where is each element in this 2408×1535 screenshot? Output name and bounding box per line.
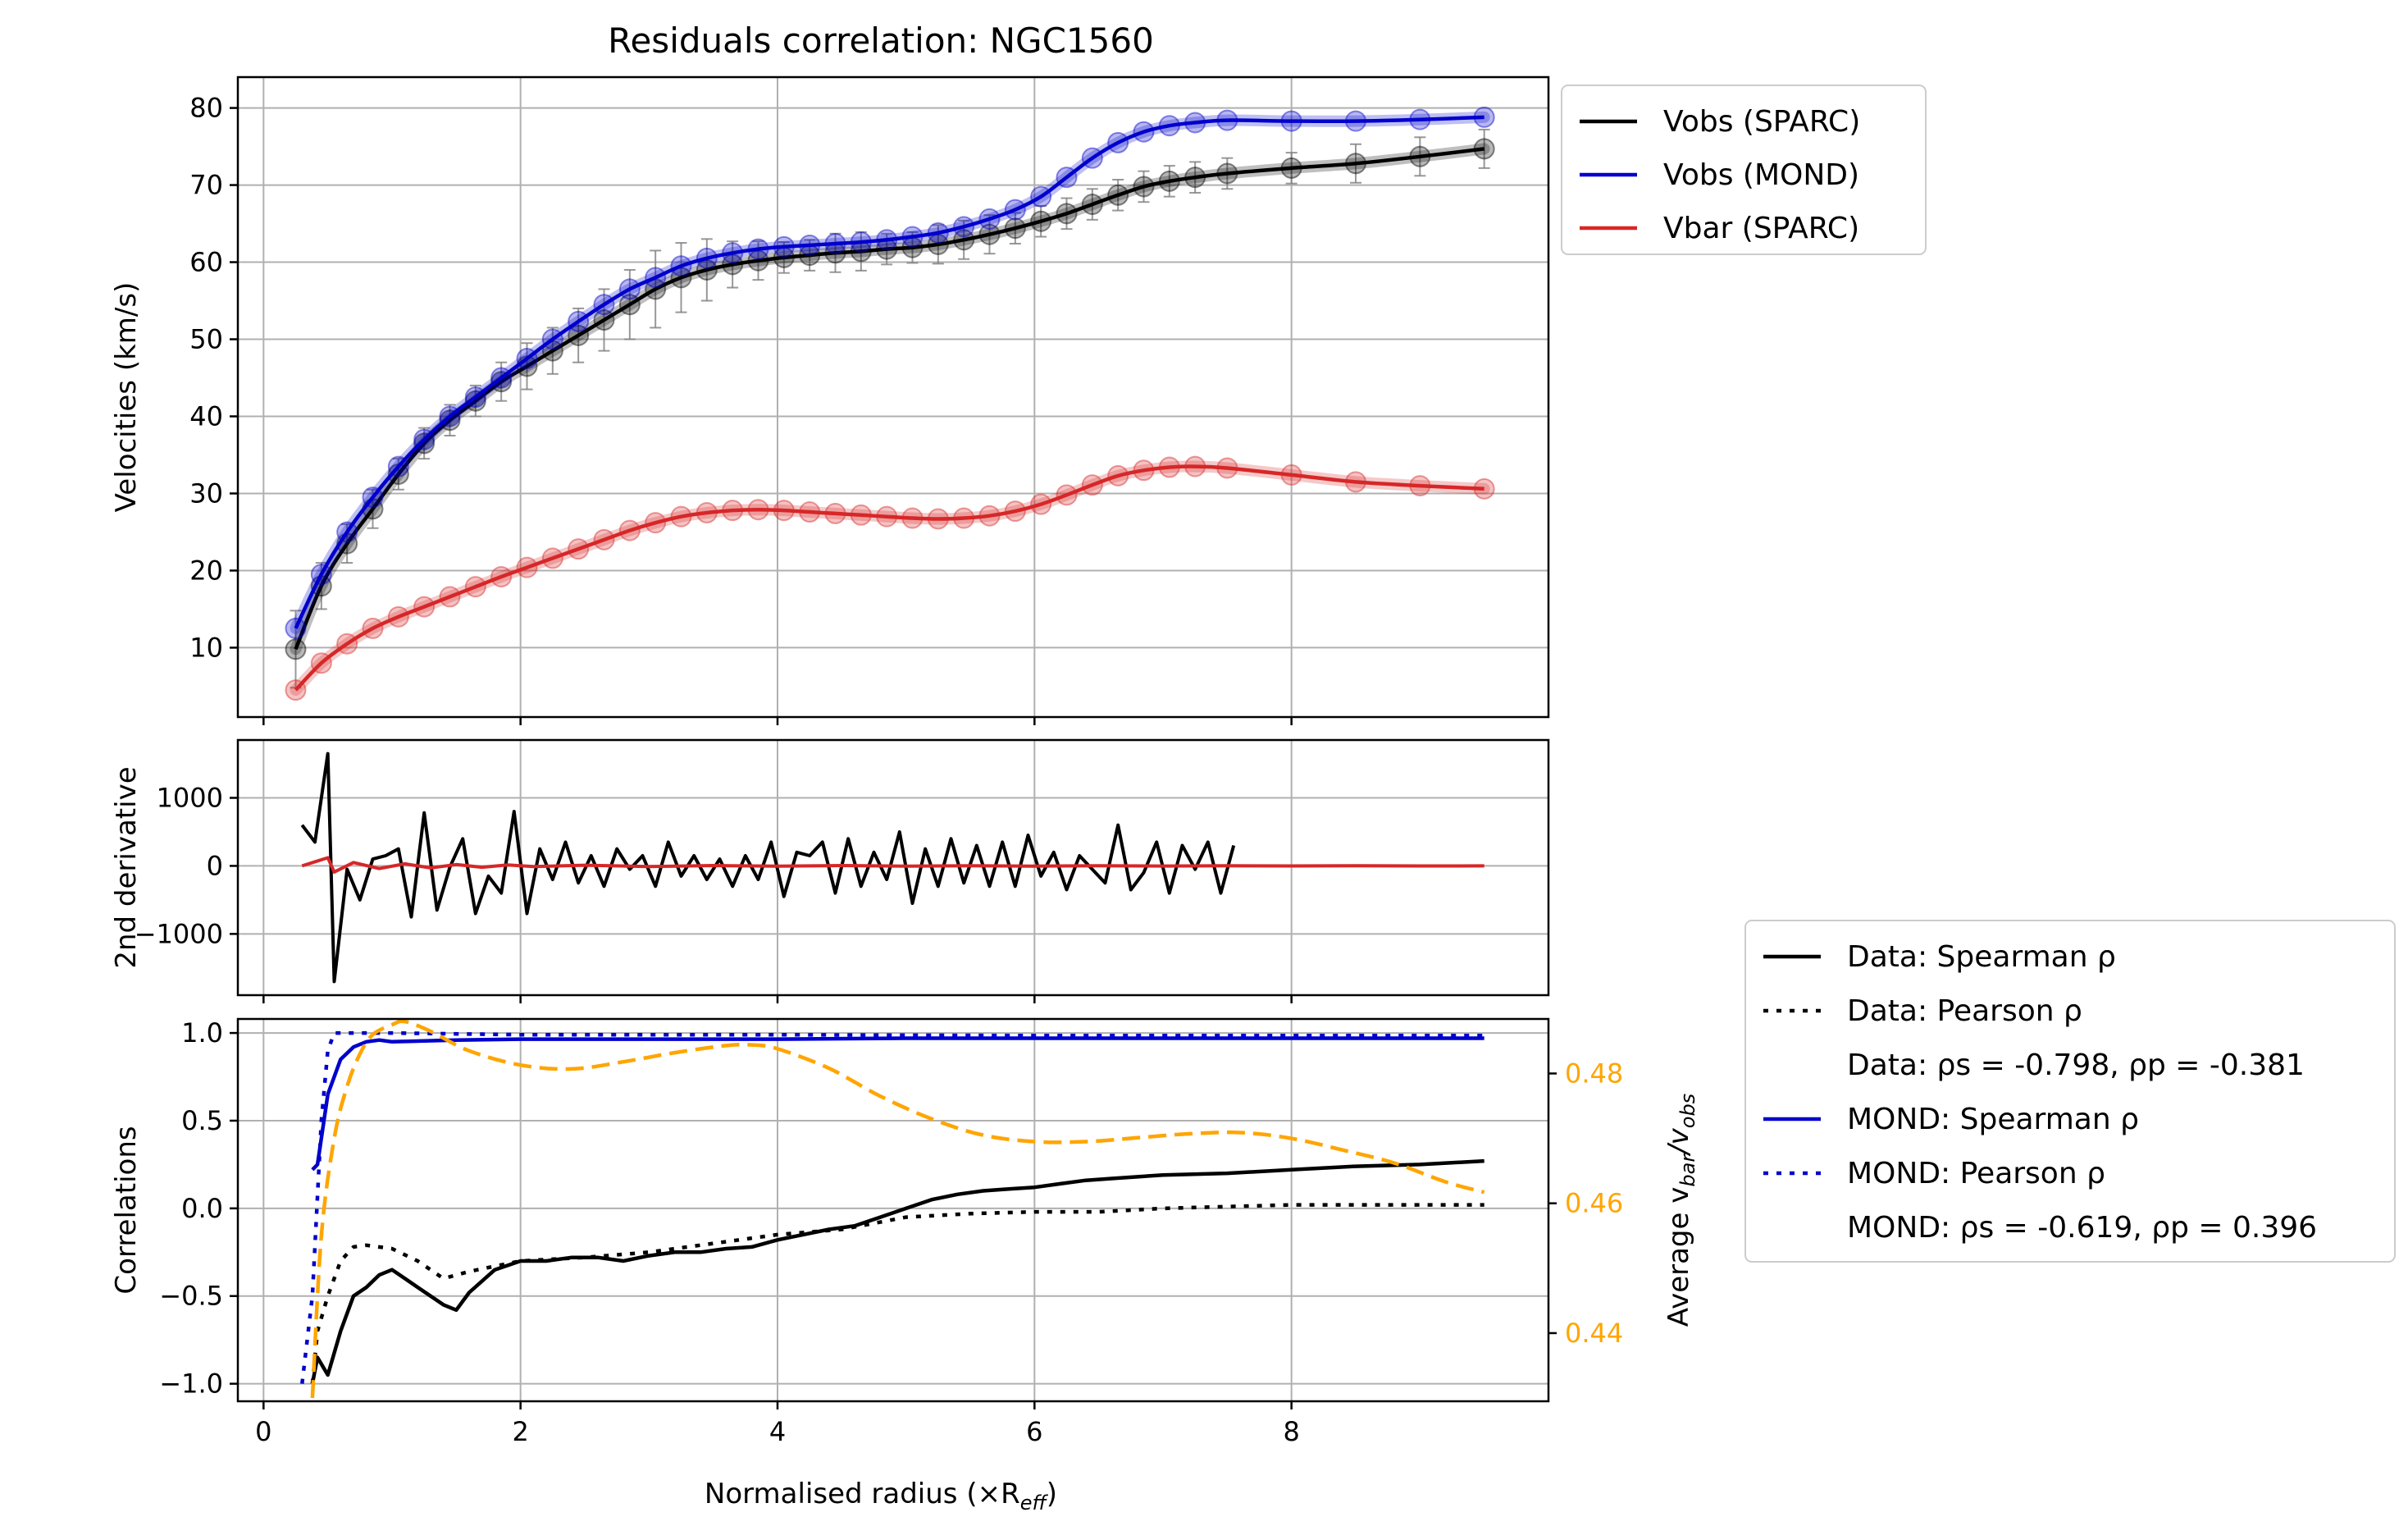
series-line xyxy=(294,147,1484,651)
x-tick-label: 6 xyxy=(1026,1416,1042,1447)
data-point xyxy=(285,638,307,660)
y-tick-label: −1.0 xyxy=(159,1368,223,1400)
plot-frame xyxy=(236,1017,1550,1403)
legend-box xyxy=(1561,85,1927,255)
legend-velocities: Vobs (SPARC) Vobs (MOND) Vbar (SPARC) xyxy=(1561,85,1927,255)
x-tick-label: 8 xyxy=(1283,1416,1299,1447)
y-tick-label: 30 xyxy=(189,477,223,509)
y2-tick-label: 0.48 xyxy=(1565,1058,1623,1089)
y-tick-label: 10 xyxy=(189,632,223,663)
vbar-second-derivative-line xyxy=(301,856,1484,874)
series-line xyxy=(294,115,1484,629)
y2-tick-label: 0.46 xyxy=(1565,1188,1623,1219)
series-line xyxy=(294,464,1484,692)
legend-entry: Data: Pearson ρ xyxy=(1847,994,2082,1028)
legend-entry: Data: Spearman ρ xyxy=(1847,940,2116,974)
y-tick-label: −1000 xyxy=(135,918,223,949)
series-band xyxy=(290,111,1490,634)
x-tick-label: 0 xyxy=(255,1416,271,1447)
velocities-panel: 10 20 30 40 50 60 70 80 Velocities (km/s) xyxy=(110,75,1550,725)
y-tick-label: 0.5 xyxy=(181,1105,223,1136)
correlation-lines xyxy=(300,1019,1485,1399)
legend-entry: Data: ρs = -0.798, ρp = -0.381 xyxy=(1847,1048,2305,1082)
legend-entry: Vbar (SPARC) xyxy=(1663,212,1859,245)
x-axis-label-main: Normalised radius (×R xyxy=(705,1478,1020,1510)
y-tick-label: 50 xyxy=(189,324,223,355)
y-tick-label: 1.0 xyxy=(181,1017,223,1048)
legend-entry: MOND: Pearson ρ xyxy=(1847,1157,2105,1190)
data-second-derivative-line xyxy=(300,752,1236,984)
mond-spearman-line xyxy=(311,1036,1484,1172)
x-axis-label-end: ) xyxy=(1047,1478,1057,1510)
y-axis-label: Correlations xyxy=(110,1126,143,1294)
x-axis-label-sub: eff xyxy=(1020,1492,1049,1514)
y-tick-label: 80 xyxy=(189,93,223,124)
legend-entry: MOND: Spearman ρ xyxy=(1847,1103,2139,1136)
y2-axis-label-part: /v xyxy=(1662,1127,1695,1156)
legend-correlations: Data: Spearman ρ Data: Pearson ρ Data: ρs … xyxy=(1744,920,2396,1263)
y-tick-label: −0.5 xyxy=(159,1281,223,1312)
y-tick-label: 60 xyxy=(189,247,223,278)
y-tick-label: 40 xyxy=(189,400,223,432)
legend-entry: Vobs (MOND) xyxy=(1663,158,1859,192)
chart-title: Residuals correlation: NGC1560 xyxy=(608,21,1154,61)
y-tick-label: 0.0 xyxy=(181,1193,223,1224)
x-tick-label: 4 xyxy=(769,1416,786,1447)
plot-frame xyxy=(236,75,1550,719)
legend-box xyxy=(1744,920,2396,1263)
legend-entry: MOND: ρs = -0.619, ρp = 0.396 xyxy=(1847,1211,2317,1245)
legend-entry: Vobs (SPARC) xyxy=(1663,105,1860,139)
data-pearson-line xyxy=(310,1203,1484,1384)
correlations-panel: 0 2 4 6 8 1.0 0.5 0.0 −0.5 −1.0 Correlations 0.48 0.… xyxy=(110,1017,1699,1447)
y-tick-label: 0 xyxy=(207,850,223,881)
y2-axis-label-part: Average v xyxy=(1662,1187,1695,1327)
plot-frame xyxy=(236,738,1550,997)
y2-tick-label: 0.44 xyxy=(1565,1318,1623,1349)
x-axis-label: Normalised radius (×Reff) xyxy=(705,1478,1057,1514)
y2-axis-label-part: obs xyxy=(1676,1094,1699,1128)
data-spearman-line xyxy=(310,1158,1484,1385)
y-tick-label: 20 xyxy=(189,555,223,586)
average-ratio-line xyxy=(310,1019,1485,1399)
y2-axis-label: Average vbar/vobs xyxy=(1662,1094,1699,1327)
y-tick-label: 1000 xyxy=(157,782,223,813)
y2-axis-label-part: bar xyxy=(1676,1153,1699,1187)
x-tick-label: 2 xyxy=(512,1416,528,1447)
mond-pearson-line xyxy=(300,1030,1484,1384)
y-axis-label: 2nd derivative xyxy=(110,766,143,968)
data-point xyxy=(285,617,307,639)
y-axis-label: Velocities (km/s) xyxy=(110,282,143,513)
y-tick-label: 70 xyxy=(189,170,223,201)
